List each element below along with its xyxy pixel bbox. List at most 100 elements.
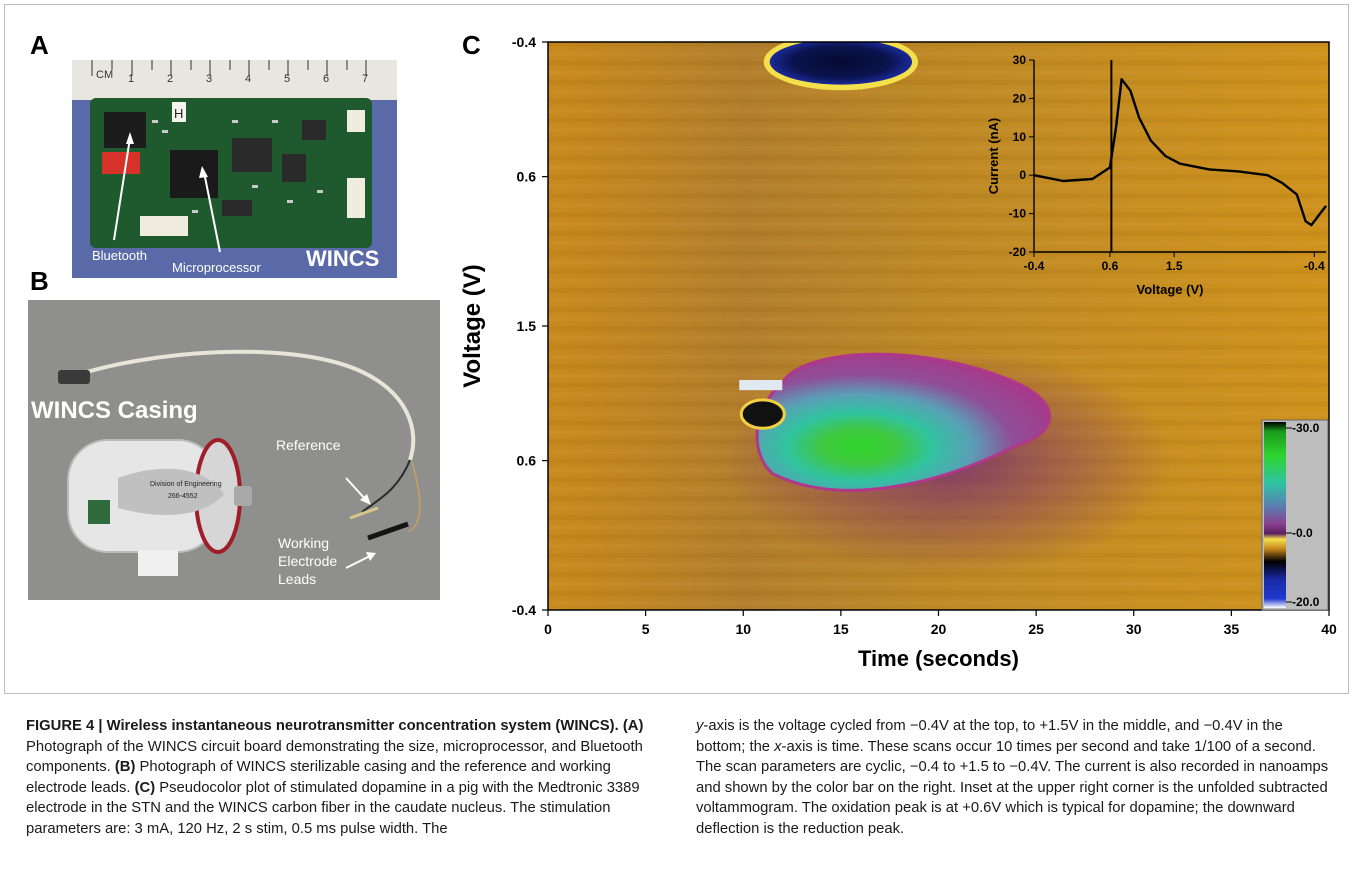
heatmap-streak xyxy=(548,288,1329,293)
inset-x-axis-label: Voltage (V) xyxy=(1137,282,1204,297)
y-tick-label: 1.5 xyxy=(517,318,537,334)
colorbar-gradient xyxy=(1264,422,1286,608)
inset-y-tick-label: -10 xyxy=(1009,207,1027,221)
heatmap-streak xyxy=(548,193,1329,198)
ruler-cm-label: CM xyxy=(96,69,113,81)
caption-y-italic: y xyxy=(696,718,704,734)
caption-right-text-2: -axis is time. These scans occur 10 time… xyxy=(696,738,1329,837)
microprocessor-label: Microprocessor xyxy=(172,260,262,275)
x-tick-label: 35 xyxy=(1224,621,1240,637)
caption-left: FIGURE 4 | Wireless instantaneous neurot… xyxy=(26,716,666,839)
stim-artifact-core xyxy=(739,398,786,430)
panel-a-letter: A xyxy=(30,30,49,60)
circuit-board xyxy=(90,98,372,248)
heatmap-streak xyxy=(548,127,1329,132)
y-tick-label: 0.6 xyxy=(517,453,537,469)
inset-x-tick-label: -0.4 xyxy=(1304,259,1325,273)
working-label-line3: Leads xyxy=(278,571,316,587)
wincs-casing-label: WINCS Casing xyxy=(31,397,198,424)
casing-label-line1: Division of Engineering xyxy=(150,481,222,488)
x-axis-label: Time (seconds) xyxy=(858,646,1019,671)
heatmap-streak xyxy=(548,260,1329,265)
wincs-label: WINCS xyxy=(306,246,379,271)
x-tick-label: 20 xyxy=(931,621,947,637)
heatmap-streak xyxy=(548,146,1329,151)
caption-right-text-1: -axis is the voltage cycled from −0.4V a… xyxy=(696,718,1283,755)
caption-heading: FIGURE 4 | Wireless instantaneous neurot… xyxy=(26,718,619,734)
heatmap-streak xyxy=(548,203,1329,208)
panel-b-letter: B xyxy=(30,266,49,296)
heatmap-streak xyxy=(548,222,1329,227)
figure-frame xyxy=(4,4,1349,694)
heatmap-streak xyxy=(548,70,1329,75)
heatmap-streak xyxy=(548,582,1329,587)
caption-x-italic: x xyxy=(774,738,782,755)
ruler-number: 5 xyxy=(284,73,290,85)
working-label-line2: Electrode xyxy=(278,553,337,569)
heatmap-streak xyxy=(548,80,1329,85)
y-tick-label: -0.4 xyxy=(512,602,536,618)
inset-y-tick-label: -20 xyxy=(1009,245,1027,259)
inset-y-tick-label: 30 xyxy=(1013,53,1027,67)
ruler-number: 2 xyxy=(167,73,173,85)
oxidation-blob xyxy=(755,352,1052,492)
inset-y-tick-label: 10 xyxy=(1013,130,1027,144)
heatmap-streak xyxy=(548,241,1329,246)
microprocessor-chip xyxy=(170,150,218,198)
working-electrode-lead xyxy=(367,521,409,541)
casing-label-line2: 266-4552 xyxy=(168,493,198,500)
colorbar-label: -0.0 xyxy=(1292,526,1313,540)
electrode-cable xyxy=(67,349,416,461)
x-tick-label: 40 xyxy=(1321,621,1337,637)
heatmap-streak xyxy=(548,335,1329,340)
heatmap-streak xyxy=(548,269,1329,274)
colorbar-label: -30.0 xyxy=(1292,421,1320,435)
casing-photo: Division of Engineering 266-4552 WINCS C… xyxy=(28,300,440,600)
caption-c-text: Pseudocolor plot of stimulated dopamine … xyxy=(26,779,640,837)
y-tick-label: 0.6 xyxy=(517,169,537,185)
heatmap-streak xyxy=(548,231,1329,236)
ruler-number: 1 xyxy=(128,73,134,85)
caption-b-label: (B) xyxy=(114,759,136,775)
bluetooth-label: Bluetooth xyxy=(92,248,147,263)
ruler-number: 3 xyxy=(206,73,212,85)
heatmap-streak xyxy=(548,118,1329,123)
inset-x-tick-label: -0.4 xyxy=(1024,259,1045,273)
colorbar: -30.0 -0.0 -20.0 xyxy=(1261,419,1329,611)
ruler-number: 7 xyxy=(362,73,368,85)
inset-x-tick-label: 1.5 xyxy=(1166,259,1183,273)
heatmap-streak xyxy=(548,601,1329,606)
x-tick-label: 25 xyxy=(1028,621,1044,637)
heatmap-streak xyxy=(548,137,1329,142)
caption-right: y-axis is the voltage cycled from −0.4V … xyxy=(696,716,1332,839)
heatmap-streak xyxy=(548,279,1329,284)
heatmap-streak xyxy=(548,298,1329,303)
bluetooth-module xyxy=(104,112,146,148)
board-marker: H xyxy=(174,106,183,121)
voltammogram-line xyxy=(1033,77,1327,227)
x-tick-label: 15 xyxy=(833,621,849,637)
y-tick-label: -0.4 xyxy=(512,34,536,50)
ruler xyxy=(91,60,367,76)
heatmap-streak xyxy=(548,326,1329,331)
x-tick-label: 30 xyxy=(1126,621,1142,637)
caption-c-label: (C) xyxy=(134,779,156,796)
inset-x-tick-label: 0.6 xyxy=(1102,259,1119,273)
ruler-number: 4 xyxy=(245,73,251,85)
heatmap-streak xyxy=(548,156,1329,161)
panel-c-letter: C xyxy=(462,30,481,60)
heatmap-streak xyxy=(548,51,1329,56)
colorbar-label: -20.0 xyxy=(1292,595,1320,609)
heatmap-streak xyxy=(548,108,1329,113)
heatmap-streak xyxy=(548,212,1329,217)
caption-a-label: (A) xyxy=(622,718,644,734)
caption-b-text: Photograph of WINCS sterilizable casing … xyxy=(26,759,611,796)
wincs-casing xyxy=(67,438,252,576)
stim-artifact-top xyxy=(739,379,783,391)
heatmap-streak xyxy=(548,89,1329,94)
reduction-blob xyxy=(769,42,913,85)
heatmap-streak xyxy=(548,61,1329,66)
circuit-board-photo: CM 1 2 3 4 5 6 7 H Blu xyxy=(72,60,397,278)
x-tick-label: 10 xyxy=(735,621,751,637)
